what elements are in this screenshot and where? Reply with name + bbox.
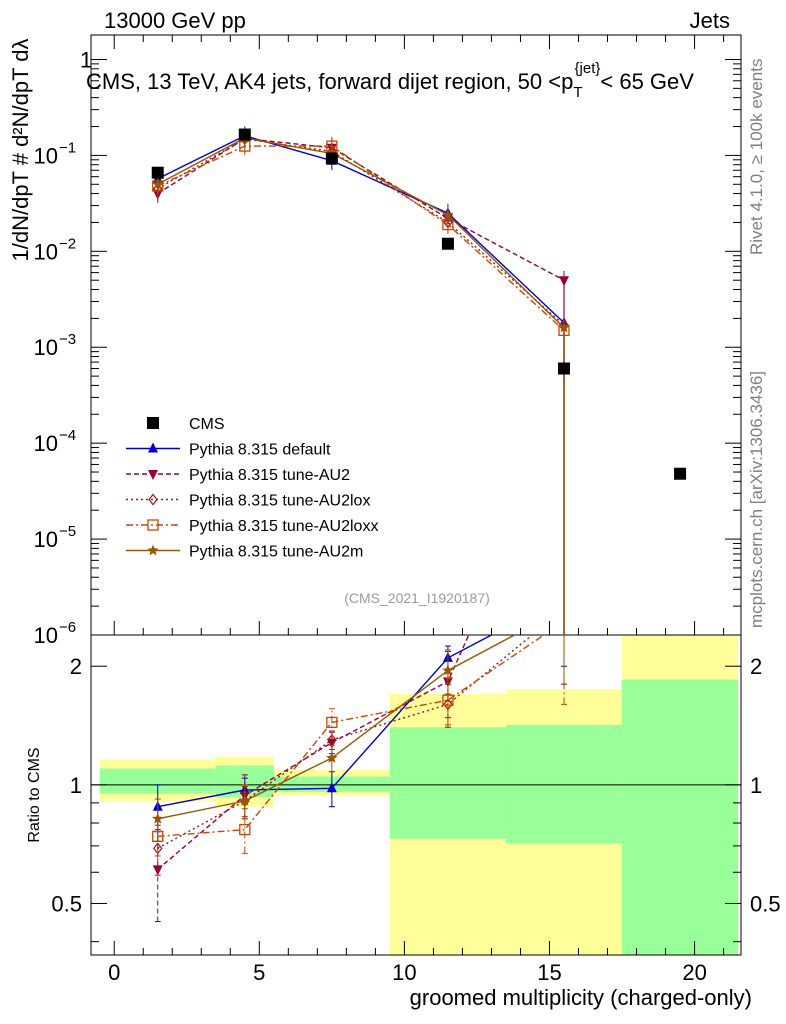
title-tail: < 65 GeV: [600, 69, 694, 94]
ratio-point-au2m: [326, 752, 338, 763]
legend-entry: CMS: [189, 416, 225, 433]
ratio-y-tick-label-right: 2: [750, 654, 762, 679]
x-tick-label: 15: [537, 960, 561, 985]
x-tick-label: 5: [253, 960, 265, 985]
y-tick-label: 1: [80, 47, 92, 72]
header-left: 13000 GeV pp: [104, 8, 246, 33]
rivet-label: Rivet 4.1.0, ≥ 100k events: [747, 59, 766, 255]
y-tick-label: 10: [34, 239, 58, 264]
ratio-point-default: [326, 782, 337, 793]
legend-marker: [148, 493, 158, 506]
point-cms: [151, 166, 164, 179]
point-cms: [674, 467, 687, 480]
y-tick-label: 10: [34, 143, 58, 168]
y-tick-label: 10: [34, 623, 58, 648]
series-line-default: [157, 135, 565, 324]
y-tick-exponent: −5: [59, 523, 76, 540]
legend-marker: [148, 442, 158, 453]
series-line-au2lox: [157, 138, 565, 326]
y-tick-label: 10: [34, 431, 58, 456]
x-tick-label: 0: [108, 960, 120, 985]
title-sub: T: [573, 84, 582, 101]
y-tick-exponent: −1: [59, 139, 76, 156]
series-line-au2: [157, 137, 565, 281]
ratio-point-au2m: [152, 812, 164, 824]
x-axis-label: groomed multiplicity (charged-only): [410, 985, 752, 1010]
band-green: [505, 724, 623, 844]
title-sup: {jet}: [575, 60, 601, 77]
legend-marker: [147, 519, 159, 531]
ratio-uncertainty-bands: [99, 635, 739, 955]
legend-entry: Pythia 8.315 tune-AU2lox: [189, 493, 370, 510]
x-tick-label: 10: [392, 960, 416, 985]
band-green: [389, 727, 506, 839]
ratio-y-tick-label-left: 0.5: [51, 891, 82, 916]
ratio-point-au2m: [239, 795, 251, 806]
ratio-line-au2loxx: [157, 635, 546, 838]
y-tick-exponent: −4: [59, 427, 76, 444]
header-right: Jets: [690, 8, 730, 33]
ratio-ylabel: Ratio to CMS: [26, 747, 43, 842]
ratio-y-tick-label-right: 1: [750, 773, 762, 798]
legend-marker: [147, 417, 159, 429]
ratio-y-tick-label-right: 0.5: [750, 891, 781, 916]
ratio-point-au2: [152, 865, 163, 876]
legend: CMS Pythia 8.315 default Pythia 8.315 tune…: [126, 416, 378, 561]
ratio-point-au2loxx: [442, 694, 454, 706]
point-au2m: [558, 321, 570, 333]
point-au2m: [152, 178, 164, 190]
y-tick-label: 10: [34, 335, 58, 360]
y-tick-exponent: −2: [59, 235, 76, 252]
legend-entry: Pythia 8.315 tune-AU2loxx: [189, 518, 378, 535]
legend-marker: [148, 470, 158, 480]
ratio-y-tick-label-left: 1: [70, 773, 82, 798]
ratio-point-au2m: [442, 664, 454, 676]
ratio-line-au2lox: [157, 635, 534, 849]
point-cms: [325, 152, 338, 165]
ratio-frame: [90, 634, 742, 956]
ratio-series: [152, 635, 567, 922]
ratio-point-au2loxx: [239, 823, 251, 836]
legend-marker: [147, 544, 159, 556]
y-tick-exponent: −6: [59, 619, 76, 636]
band-green: [622, 679, 739, 955]
ratio-y-tick-label-left: 2: [70, 654, 82, 679]
y-tick-exponent: −3: [59, 331, 76, 348]
legend-entry: Pythia 8.315 tune-AU2m: [189, 544, 363, 561]
point-cms: [441, 237, 454, 250]
main-ylabel: 1/dN/dpT # d²N/dpT dλ: [8, 39, 33, 262]
title-main: CMS, 13 TeV, AK4 jets, forward dijet reg…: [86, 69, 573, 94]
analysis-tag: (CMS_2021_I1920187): [344, 590, 490, 606]
ratio-point-au2loxx: [326, 716, 338, 729]
y-tick-label: 10: [34, 527, 58, 552]
mcplots-label: mcplots.cern.ch [arXiv:1306.3436]: [747, 371, 766, 628]
point-cms: [557, 362, 570, 375]
point-au2m: [442, 208, 454, 220]
series-line-au2m: [157, 137, 565, 329]
x-tick-label: 20: [682, 960, 706, 985]
main-series: [151, 126, 687, 635]
axis-ticks: [91, 35, 741, 955]
legend-entry: Pythia 8.315 tune-AU2: [189, 467, 350, 484]
legend-entry: Pythia 8.315 default: [189, 442, 331, 459]
plot-title: CMS, 13 TeV, AK4 jets, forward dijet reg…: [86, 60, 694, 101]
point-cms: [238, 128, 251, 141]
